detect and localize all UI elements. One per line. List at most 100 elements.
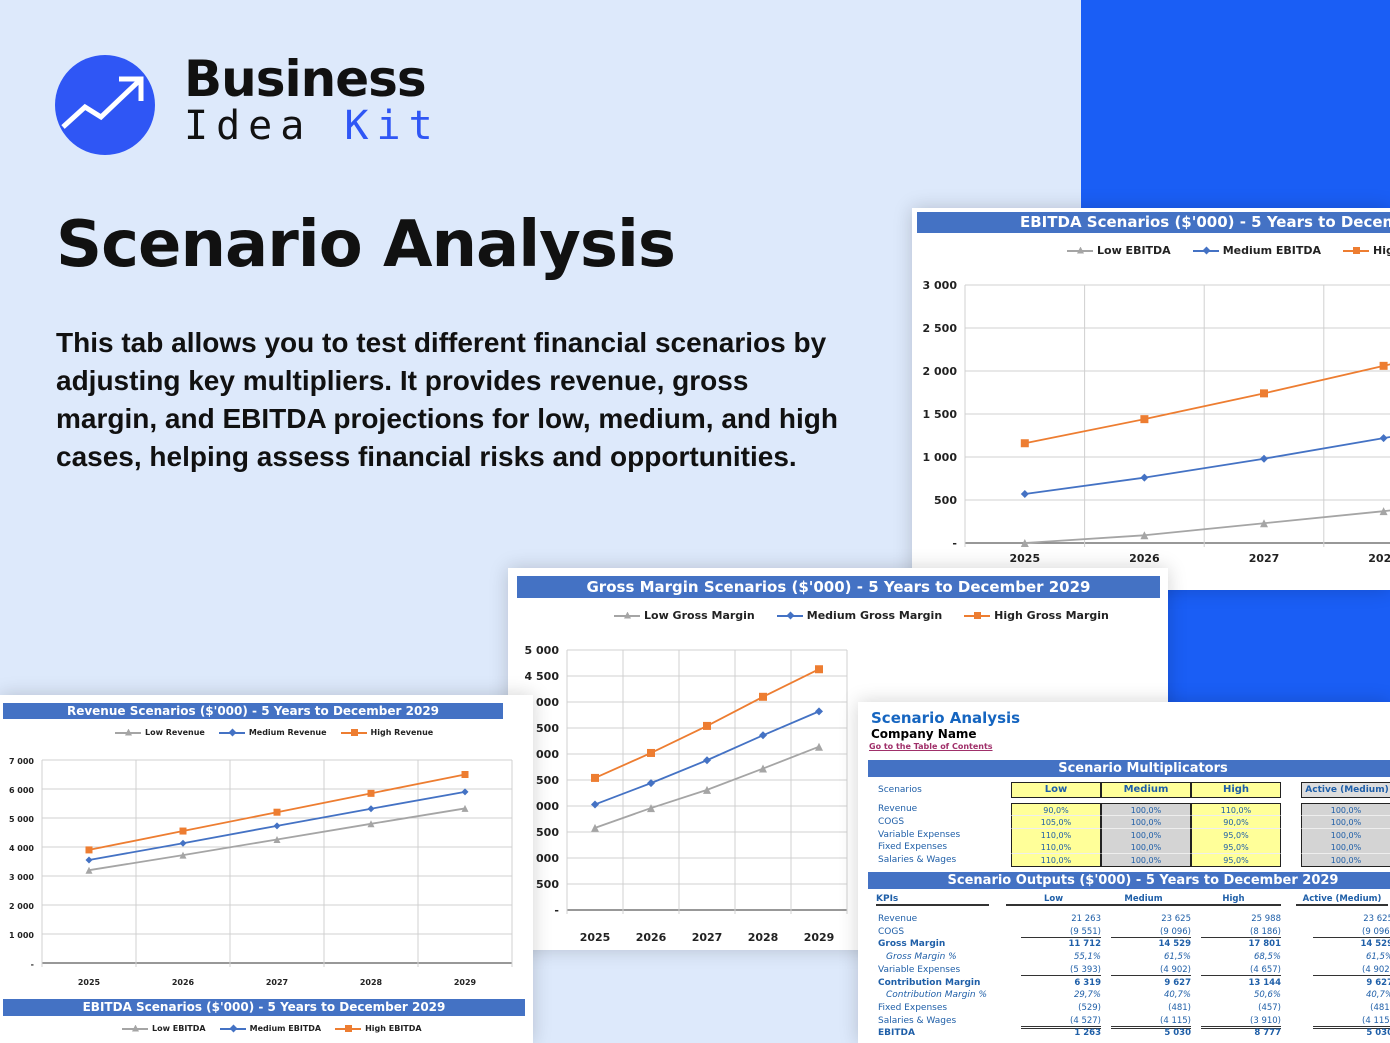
output-row: COGS (9 551) (9 096) (8 186) (9 096) [858,927,1390,940]
y-tick-label: 3 000 [923,279,958,292]
y-tick-label: 1 000 [923,451,958,464]
multiplier-value[interactable]: 110,0% [1011,854,1101,868]
data-point [461,788,469,796]
y-tick-label: 3 000 [9,873,34,882]
output-value: 9 627 [1366,977,1390,988]
data-point [1020,439,1029,448]
output-value: 61,5% [1163,952,1191,963]
data-point [1260,454,1268,463]
y-tick-label: 5 000 [9,815,34,824]
row-label: COGS [878,816,905,827]
legend-item: Medium EBITDA [219,1024,322,1033]
multiplier-value[interactable]: 100,0% [1101,803,1191,816]
legend-item: Low EBITDA [1067,244,1171,257]
multiplier-value[interactable]: 90,0% [1191,815,1281,829]
output-row: Revenue 21 263 23 625 25 988 23 625 [858,914,1390,927]
row-label: Gross Margin [878,939,946,950]
y-tick-label: 2 000 [923,365,958,378]
gross-margin-chart: - 500 1 000 1 500 2 000 2 500 3 000 3 500 4 000 4… [525,644,848,944]
multiplier-value[interactable]: 95,0% [1191,854,1281,868]
output-row: Contribution Margin % 29,7% 40,7% 50,6% 40,7… [858,990,1390,1003]
legend-label: High EBITDA [1373,244,1390,257]
row-label: Contribution Margin [878,977,981,988]
y-tick-label: 1 500 [923,408,958,421]
multiplier-value[interactable]: 105,0% [1011,815,1101,829]
ebitda-bottom-legend: Low EBITDA Medium EBITDA High EBITDA [122,1024,422,1033]
output-value: 9 627 [1164,977,1191,988]
data-point [1020,539,1029,547]
x-tick-label: 2029 [804,931,835,944]
output-value: 29,7% [1073,990,1101,1001]
data-point [273,808,281,816]
legend-swatch [115,728,141,736]
multiplier-value[interactable]: 95,0% [1191,841,1281,855]
output-row: Salaries & Wages (4 527) (4 115) (3 910) (4 … [858,1016,1390,1029]
brand-kit: Kit [344,103,441,149]
legend-label: Low Gross Margin [644,609,755,622]
data-point [647,779,655,788]
ebitda-chart-card: EBITDA Scenarios ($'000) - 5 Years to De… [912,208,1390,590]
ebitda-chart-title-bottom: EBITDA Scenarios ($'000) - 5 Years to De… [3,999,525,1016]
multiplier-value[interactable]: 100,0% [1101,815,1191,829]
legend-label: Medium EBITDA [249,1024,322,1033]
output-value: 14 529 [1360,939,1390,950]
multiplier-value[interactable]: 100,0% [1101,828,1191,842]
y-tick-label: 4 500 [525,670,560,683]
y-tick-label: 3 000 [525,748,560,761]
y-tick-label: 4 000 [525,696,560,709]
output-value: 21 263 [1071,914,1101,924]
multiplier-value[interactable]: 110,0% [1191,803,1281,816]
multiplier-row: Variable Expenses 110,0% 100,0% 95,0% 100,0% [858,828,1390,842]
series-line-medium-ebitda [1024,436,1390,495]
data-point [367,820,375,828]
output-value: 6 319 [1074,977,1101,988]
output-value: (8 186) [1201,927,1281,938]
output-value: (9 096) [1313,927,1390,938]
data-point [1140,415,1149,424]
output-value: (3 910) [1201,1016,1281,1029]
x-tick-label: 2025 [78,978,101,987]
x-tick-label: 2028 [360,978,383,987]
output-row: Variable Expenses (5 393) (4 902) (4 657) (4… [858,965,1390,978]
x-tick-label: 2026 [172,978,195,987]
multiplier-row: Fixed Expenses 110,0% 100,0% 95,0% 100,0% [858,841,1390,855]
revenue-chart-card: Revenue Scenarios ($'000) - 5 Years to D… [0,695,533,1043]
data-point [815,707,823,716]
multiplier-value: 100,0% [1301,815,1390,829]
output-value: 40,7% [1163,990,1191,1001]
multiplier-row: Salaries & Wages 110,0% 100,0% 95,0% 100,0% [858,854,1390,868]
kpi-header-row: KPIs Low Medium High Active (Medium) [858,894,1390,907]
y-tick-label: 5 000 [525,644,560,657]
data-point [1140,473,1149,482]
output-row: Gross Margin 11 712 14 529 17 801 14 529 [858,939,1390,952]
output-row: Gross Margin % 55,1% 61,5% 68,5% 61,5% [858,952,1390,965]
multiplier-value[interactable]: 90,0% [1011,803,1101,816]
x-tick-label: 2028 [1368,552,1390,565]
multiplier-value[interactable]: 100,0% [1101,841,1191,855]
multiplier-value[interactable]: 110,0% [1011,828,1101,842]
y-tick-label: 2 500 [525,774,560,787]
chart-legend: Low Gross Margin Medium Gross Margin High … [614,609,1109,622]
toc-link[interactable]: Go to the Table of Contents [869,742,993,751]
output-value: (9 096) [1111,927,1191,938]
y-tick-label: 2 000 [9,902,34,911]
chart-legend: Low EBITDA Medium EBITDA High EBITDA [1067,244,1390,257]
data-point [647,804,655,813]
data-point [759,764,767,773]
x-tick-label: 2028 [748,931,779,944]
multiplier-value[interactable]: 110,0% [1011,841,1101,855]
multiplier-value[interactable]: 100,0% [1101,854,1191,868]
legend-item: High Gross Margin [964,609,1109,622]
multiplier-value[interactable]: 95,0% [1191,828,1281,842]
data-point [1140,531,1149,540]
output-value: 5 030 [1164,1028,1191,1039]
data-point [591,823,599,832]
row-label: Variable Expenses [878,829,961,840]
legend-item: Low EBITDA [122,1024,206,1033]
output-value: 1 263 [1074,1028,1101,1039]
data-point [1020,489,1029,498]
data-point [1260,389,1268,398]
legend-item: Low Gross Margin [614,609,755,622]
legend-item: Medium EBITDA [1192,244,1321,257]
kpi-label: KPIs [876,894,989,906]
